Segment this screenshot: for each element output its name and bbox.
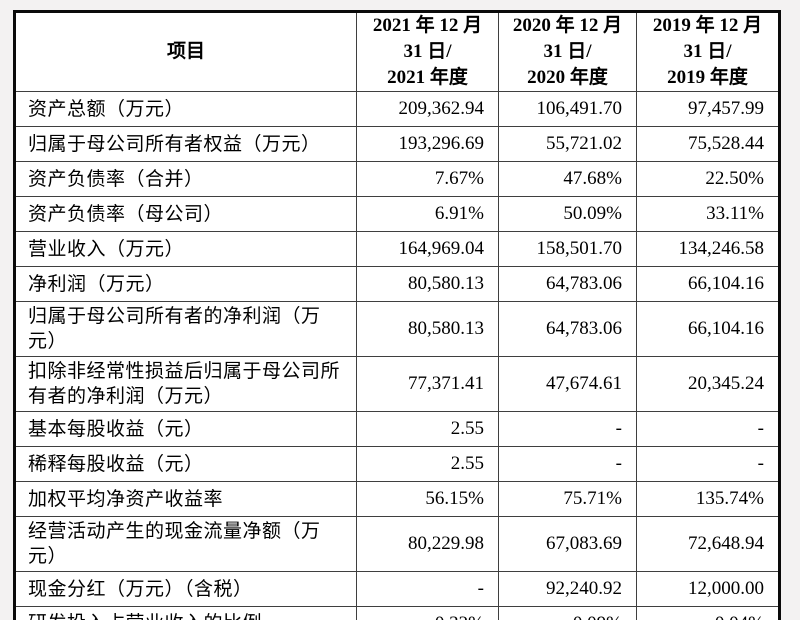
cell-value-2019: 134,246.58 [636,231,780,267]
cell-value-2021: 6.91% [356,196,499,232]
header-item-column: 项目 [14,11,357,92]
cell-value-2019: 66,104.16 [636,301,780,357]
cell-value-2020: 106,491.70 [498,91,637,127]
table-row-deducted-net-profit: 扣除非经常性损益后归属于母公司所有者的净利润（万元） 77,371.41 47,… [14,356,780,412]
row-label: 现金分红（万元）（含税） [14,571,357,607]
cell-value-2021: 80,229.98 [356,516,499,572]
cell-value-2020: 47,674.61 [498,356,637,412]
cell-value-2019: 20,345.24 [636,356,780,412]
cell-value-2019: 72,648.94 [636,516,780,572]
row-label: 稀释每股收益（元） [14,446,357,482]
cell-value-2021: 0.32% [356,606,499,620]
cell-value-2019: - [636,446,780,482]
cell-value-2019: 75,528.44 [636,126,780,162]
table-row-operating-cash-flow: 经营活动产生的现金流量净额（万元） 80,229.98 67,083.69 72… [14,516,780,572]
header-2019-line1: 2019 年 12 月 [652,15,763,36]
cell-value-2021: - [356,571,499,607]
cell-value-2019: 33.11% [636,196,780,232]
cell-value-2020: - [498,446,637,482]
cell-value-2020: 75.71% [498,481,637,517]
header-column-2021: 2021 年 12 月 31 日/ 2021 年度 [356,11,499,92]
cell-value-2020: 47.68% [498,161,637,197]
row-label: 经营活动产生的现金流量净额（万元） [14,516,357,572]
cell-value-2021: 7.67% [356,161,499,197]
cell-value-2020: 158,501.70 [498,231,637,267]
cell-value-2021: 209,362.94 [356,91,499,127]
row-label: 加权平均净资产收益率 [14,481,357,517]
row-label: 资产总额（万元） [14,91,357,127]
cell-value-2020: 64,783.06 [498,266,637,302]
cell-value-2020: 92,240.92 [498,571,637,607]
cell-value-2021: 77,371.41 [356,356,499,412]
header-2020-line2: 31 日/ [543,41,592,62]
cell-value-2019: 135.74% [636,481,780,517]
cell-value-2020: 67,083.69 [498,516,637,572]
cell-value-2021: 56.15% [356,481,499,517]
row-label: 扣除非经常性损益后归属于母公司所有者的净利润（万元） [14,356,357,412]
row-label: 基本每股收益（元） [14,411,357,447]
row-label: 研发投入占营业收入的比例 [14,606,357,620]
table-row-total-assets: 资产总额（万元） 209,362.94 106,491.70 97,457.99 [14,91,780,127]
row-label: 归属于母公司所有者权益（万元） [14,126,357,162]
row-label: 资产负债率（合并） [14,161,357,197]
cell-value-2021: 80,580.13 [356,301,499,357]
cell-value-2021: 193,296.69 [356,126,499,162]
header-2019-line2: 31 日/ [683,41,732,62]
cell-value-2021: 80,580.13 [356,266,499,302]
header-2020-line3: 2020 年度 [527,67,608,88]
table-row-parent-equity: 归属于母公司所有者权益（万元） 193,296.69 55,721.02 75,… [14,126,780,162]
table-row-weighted-roe: 加权平均净资产收益率 56.15% 75.71% 135.74% [14,481,780,517]
header-2020-line1: 2020 年 12 月 [512,15,623,36]
cell-value-2020: - [498,411,637,447]
cell-value-2019: 0.04% [636,606,780,620]
table-row-basic-eps: 基本每股收益（元） 2.55 - - [14,411,780,447]
row-label: 净利润（万元） [14,266,357,302]
cell-value-2020: 50.09% [498,196,637,232]
cell-value-2019: - [636,411,780,447]
header-2021-line3: 2021 年度 [387,67,468,88]
cell-value-2020: 64,783.06 [498,301,637,357]
table-row-debt-ratio-consolidated: 资产负债率（合并） 7.67% 47.68% 22.50% [14,161,780,197]
cell-value-2021: 2.55 [356,446,499,482]
table-row-rd-ratio: 研发投入占营业收入的比例 0.32% 0.09% 0.04% [14,606,780,620]
row-label: 营业收入（万元） [14,231,357,267]
header-column-2020: 2020 年 12 月 31 日/ 2020 年度 [498,11,637,92]
table-row-operating-revenue: 营业收入（万元） 164,969.04 158,501.70 134,246.5… [14,231,780,267]
row-label: 资产负债率（母公司） [14,196,357,232]
cell-value-2019: 22.50% [636,161,780,197]
cell-value-2019: 12,000.00 [636,571,780,607]
table-row-cash-dividend: 现金分红（万元）（含税） - 92,240.92 12,000.00 [14,571,780,607]
financial-summary-table: 项目 2021 年 12 月 31 日/ 2021 年度 2020 年 12 月… [13,10,781,620]
row-label: 归属于母公司所有者的净利润（万元） [14,301,357,357]
table-header-row: 项目 2021 年 12 月 31 日/ 2021 年度 2020 年 12 月… [14,11,780,92]
header-2019-line3: 2019 年度 [667,67,748,88]
cell-value-2021: 2.55 [356,411,499,447]
header-2021-line1: 2021 年 12 月 [372,15,483,36]
cell-value-2019: 66,104.16 [636,266,780,302]
table-row-diluted-eps: 稀释每股收益（元） 2.55 - - [14,446,780,482]
cell-value-2020: 55,721.02 [498,126,637,162]
table-row-debt-ratio-parent: 资产负债率（母公司） 6.91% 50.09% 33.11% [14,196,780,232]
cell-value-2020: 0.09% [498,606,637,620]
header-2021-line2: 31 日/ [403,41,452,62]
cell-value-2019: 97,457.99 [636,91,780,127]
table-row-net-profit: 净利润（万元） 80,580.13 64,783.06 66,104.16 [14,266,780,302]
table-row-parent-net-profit: 归属于母公司所有者的净利润（万元） 80,580.13 64,783.06 66… [14,301,780,357]
cell-value-2021: 164,969.04 [356,231,499,267]
header-column-2019: 2019 年 12 月 31 日/ 2019 年度 [636,11,780,92]
header-item-label: 项目 [166,41,205,62]
